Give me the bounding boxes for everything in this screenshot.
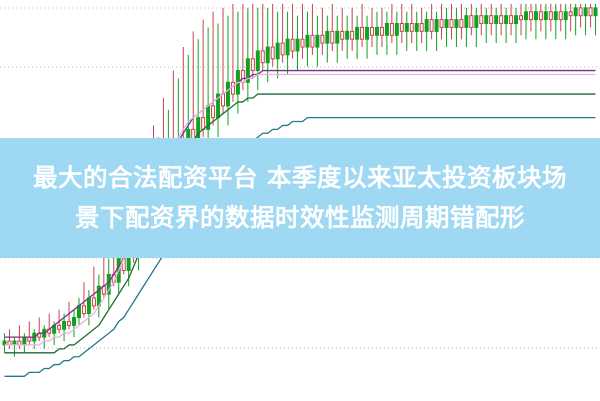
candle-body-up — [424, 19, 429, 32]
candle-body-down — [360, 26, 365, 40]
candle-body-up — [434, 19, 439, 32]
candle-body-down — [91, 297, 96, 307]
candle-body-up — [325, 30, 330, 44]
candle-body-down — [300, 38, 305, 48]
candle-body-up — [514, 15, 519, 25]
candle-body-down — [449, 19, 454, 28]
candle-body-down — [240, 70, 245, 83]
candle-body-down — [588, 7, 593, 17]
candle-body-up — [404, 23, 409, 32]
candle-body-up — [374, 26, 379, 36]
candle-body-up — [563, 11, 568, 21]
candle-body-down — [578, 7, 583, 17]
candle-body-up — [305, 34, 310, 48]
candle-body-up — [484, 15, 489, 25]
candle-body-up — [255, 50, 260, 72]
candle-body-down — [519, 15, 524, 21]
candle-body-up — [86, 297, 91, 315]
candle-body-down — [260, 50, 265, 64]
candle-body-down — [528, 11, 533, 21]
promo-banner: 最大的合法配资平台 本季度以来亚太投资板块场 景下配资界的数据时效性监测周期错配… — [0, 138, 600, 258]
candle-body-up — [62, 320, 67, 330]
candle-body-up — [394, 23, 399, 36]
candle-body-up — [474, 15, 479, 28]
candle-body-down — [499, 15, 504, 25]
candle-body-down — [429, 19, 434, 32]
candle-body-down — [57, 324, 62, 330]
candle-body-down — [459, 19, 464, 28]
candle-body-down — [350, 30, 355, 40]
candle-body-up — [345, 30, 350, 40]
candle-body-down — [419, 23, 424, 32]
candle-body-down — [479, 15, 484, 25]
candle-body-up — [76, 305, 81, 319]
candle-body-down — [320, 34, 325, 44]
candle-body-up — [583, 7, 588, 17]
ma-line — [4, 93, 596, 354]
candle-body-down — [211, 105, 216, 119]
candle-body-up — [355, 26, 360, 40]
candle-body-up — [72, 317, 77, 326]
banner-headline-line-1: 最大的合法配资平台 本季度以来亚太投资板块场 — [32, 163, 568, 192]
candle-body-down — [370, 26, 375, 36]
candle-body-down — [310, 34, 315, 48]
candle-body-down — [469, 15, 474, 28]
candle-body-up — [225, 81, 230, 107]
candle-body-up — [295, 38, 300, 52]
banner-headline-line-2: 景下配资界的数据时效性监测周期错配形 — [75, 203, 525, 232]
candle-body-down — [280, 42, 285, 56]
candlestick-series — [2, 3, 598, 357]
chart-gridlines — [0, 7, 600, 349]
candle-body-down — [201, 117, 206, 130]
candle-body-down — [548, 11, 553, 21]
candle-body-down — [389, 23, 394, 36]
candle-body-up — [22, 336, 27, 346]
candle-body-up — [464, 15, 469, 28]
candle-body-up — [384, 23, 389, 36]
candle-body-down — [409, 23, 414, 32]
candle-body-down — [509, 15, 514, 25]
candle-body-down — [250, 58, 255, 72]
candle-body-up — [414, 23, 419, 32]
moving-average-lines — [4, 69, 596, 377]
candle-body-up — [454, 19, 459, 28]
candle-body-down — [399, 23, 404, 32]
candle-body-down — [330, 30, 335, 44]
candle-body-up — [593, 7, 598, 17]
candle-body-up — [285, 38, 290, 56]
ma-line — [4, 116, 596, 377]
candle-body-down — [439, 19, 444, 28]
candle-body-down — [489, 15, 494, 25]
candle-body-up — [315, 34, 320, 48]
candle-body-up — [275, 42, 280, 60]
candle-body-up — [245, 58, 250, 83]
candle-body-up — [265, 46, 270, 64]
candle-body-down — [230, 81, 235, 95]
candle-body-up — [444, 19, 449, 28]
candle-body-up — [494, 15, 499, 25]
candle-body-down — [568, 11, 573, 17]
ma-line — [4, 69, 596, 338]
candle-body-up — [523, 11, 528, 21]
candle-body-down — [538, 11, 543, 21]
candle-body-up — [543, 11, 548, 21]
candle-body-down — [221, 93, 226, 107]
candle-body-up — [553, 11, 558, 21]
candle-body-up — [504, 15, 509, 25]
ma-line — [4, 73, 596, 346]
candle-body-down — [558, 11, 563, 21]
candle-body-down — [81, 305, 86, 315]
candle-body-up — [573, 7, 578, 17]
candle-body-down — [270, 46, 275, 60]
candle-body-down — [379, 26, 384, 36]
candle-body-down — [340, 30, 345, 40]
candle-body-up — [335, 30, 340, 44]
candle-body-down — [290, 38, 295, 52]
candle-body-down — [67, 320, 72, 326]
candle-body-up — [365, 26, 370, 40]
candle-body-up — [533, 11, 538, 21]
